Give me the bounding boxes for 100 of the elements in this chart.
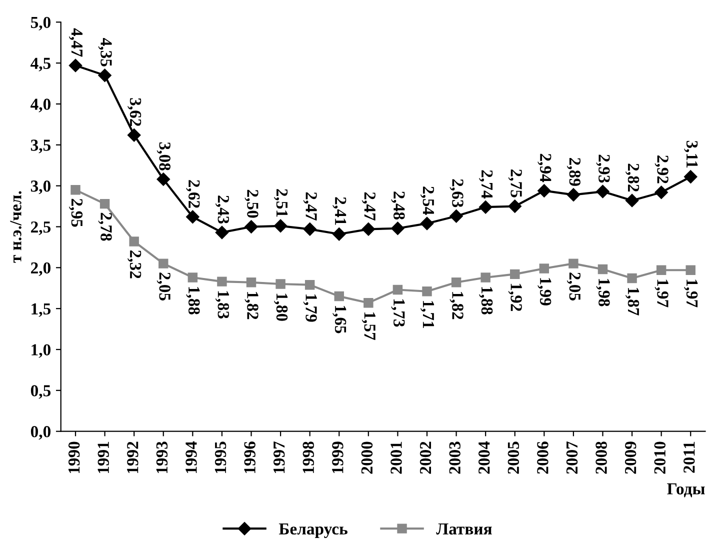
point xyxy=(480,272,490,282)
data-label: 1,97 xyxy=(654,280,668,308)
data-label: 2,92 xyxy=(654,156,668,184)
data-label: 1,83 xyxy=(215,291,230,318)
x-tick-label: 1995 xyxy=(214,442,226,474)
point xyxy=(188,272,198,282)
point xyxy=(215,226,229,240)
x-tick-label: 2011 xyxy=(684,442,695,473)
point xyxy=(391,222,404,235)
data-label: 2,41 xyxy=(332,197,346,225)
point xyxy=(158,258,168,268)
x-tick-label: 1993 xyxy=(156,442,168,474)
y-tick-label: 1,5 xyxy=(32,303,51,317)
point xyxy=(100,198,110,209)
data-label: 1,87 xyxy=(625,288,640,316)
x-tick-label: 1992 xyxy=(127,442,138,474)
x-tick-label: 2005 xyxy=(508,442,520,474)
data-label: 2,63 xyxy=(450,179,464,208)
x-tick-label: 2000 xyxy=(361,442,373,474)
data-label: 1,79 xyxy=(303,294,317,322)
legend-label: Латвия xyxy=(436,523,492,535)
data-label: 1,99 xyxy=(538,278,552,306)
point xyxy=(332,228,346,241)
x-tick-label: 1990 xyxy=(68,442,80,474)
data-label: 2,48 xyxy=(391,192,405,220)
data-label: 3,11 xyxy=(684,140,698,168)
point xyxy=(392,284,403,295)
y-tick-label: 4,0 xyxy=(30,98,50,112)
point xyxy=(538,184,551,198)
point xyxy=(450,210,463,223)
data-label: 2,89 xyxy=(566,158,581,186)
y-tick-label: 3,5 xyxy=(30,140,51,154)
data-label: 2,05 xyxy=(156,272,170,300)
x-tick-label: 1996 xyxy=(244,442,256,474)
y-tick-label: 4,5 xyxy=(30,58,51,72)
point xyxy=(128,128,141,142)
data-label: 2,05 xyxy=(566,272,581,300)
point xyxy=(334,291,344,302)
y-tick-label: 3,0 xyxy=(30,180,50,194)
data-label: 1,71 xyxy=(420,301,434,328)
data-label: 2,43 xyxy=(215,196,229,224)
data-label: 2,51 xyxy=(274,189,288,217)
point xyxy=(656,265,666,275)
x-tick-label: 2002 xyxy=(420,442,432,474)
point xyxy=(596,184,610,198)
legend-label: Беларусь xyxy=(278,523,348,538)
x-tick-label: 1997 xyxy=(274,441,285,474)
x-tick-label: 1999 xyxy=(332,442,344,474)
point xyxy=(627,273,637,284)
data-label: 1,73 xyxy=(391,299,405,327)
point xyxy=(598,264,608,274)
point xyxy=(420,216,434,230)
data-label: 2,93 xyxy=(596,154,610,183)
data-label: 3,62 xyxy=(128,98,142,126)
data-label: 2,74 xyxy=(478,170,493,198)
data-label: 4,35 xyxy=(98,38,112,66)
data-label: 1,92 xyxy=(508,284,522,311)
data-label: 2,78 xyxy=(98,212,112,241)
data-label: 1,82 xyxy=(244,292,258,320)
data-label: 2,82 xyxy=(625,164,640,192)
point xyxy=(686,265,696,275)
point xyxy=(654,186,668,199)
point xyxy=(276,279,286,289)
point xyxy=(68,58,82,72)
point xyxy=(129,236,139,246)
x-tick-label: 2010 xyxy=(654,442,666,474)
data-label: 1,88 xyxy=(186,287,200,314)
point xyxy=(508,200,522,213)
point xyxy=(684,170,698,184)
x-tick-label: 2009 xyxy=(624,442,636,474)
x-tick-label: 2008 xyxy=(596,442,607,474)
data-label: 1,82 xyxy=(450,292,464,320)
point xyxy=(244,220,258,234)
point xyxy=(70,185,80,195)
data-label: 4,47 xyxy=(68,28,82,57)
y-tick-label: 0,0 xyxy=(30,426,50,440)
point xyxy=(304,280,315,290)
data-label: 3,08 xyxy=(156,142,170,170)
point xyxy=(246,278,256,288)
x-tick-label: 1994 xyxy=(186,441,197,474)
data-label: 2,94 xyxy=(538,154,552,182)
data-label: 2,54 xyxy=(420,186,434,215)
x-tick-label: 2004 xyxy=(478,441,490,474)
x-tick-label: 1991 xyxy=(98,442,109,474)
point xyxy=(98,68,112,82)
x-tick-label: 1998 xyxy=(302,442,314,474)
data-label: 1,57 xyxy=(362,312,376,340)
data-label: 1,98 xyxy=(596,278,610,306)
point xyxy=(539,264,550,274)
data-label: 2,50 xyxy=(244,190,258,218)
data-label: 2,75 xyxy=(508,169,522,198)
point xyxy=(625,194,639,208)
point xyxy=(217,276,227,286)
data-label: 2,95 xyxy=(68,198,83,227)
point xyxy=(510,269,520,280)
x-axis-title: Годы xyxy=(667,483,705,498)
point xyxy=(478,200,492,214)
data-label: 1,80 xyxy=(274,294,288,321)
y-tick-label: 0,5 xyxy=(30,385,51,399)
point xyxy=(274,219,288,232)
